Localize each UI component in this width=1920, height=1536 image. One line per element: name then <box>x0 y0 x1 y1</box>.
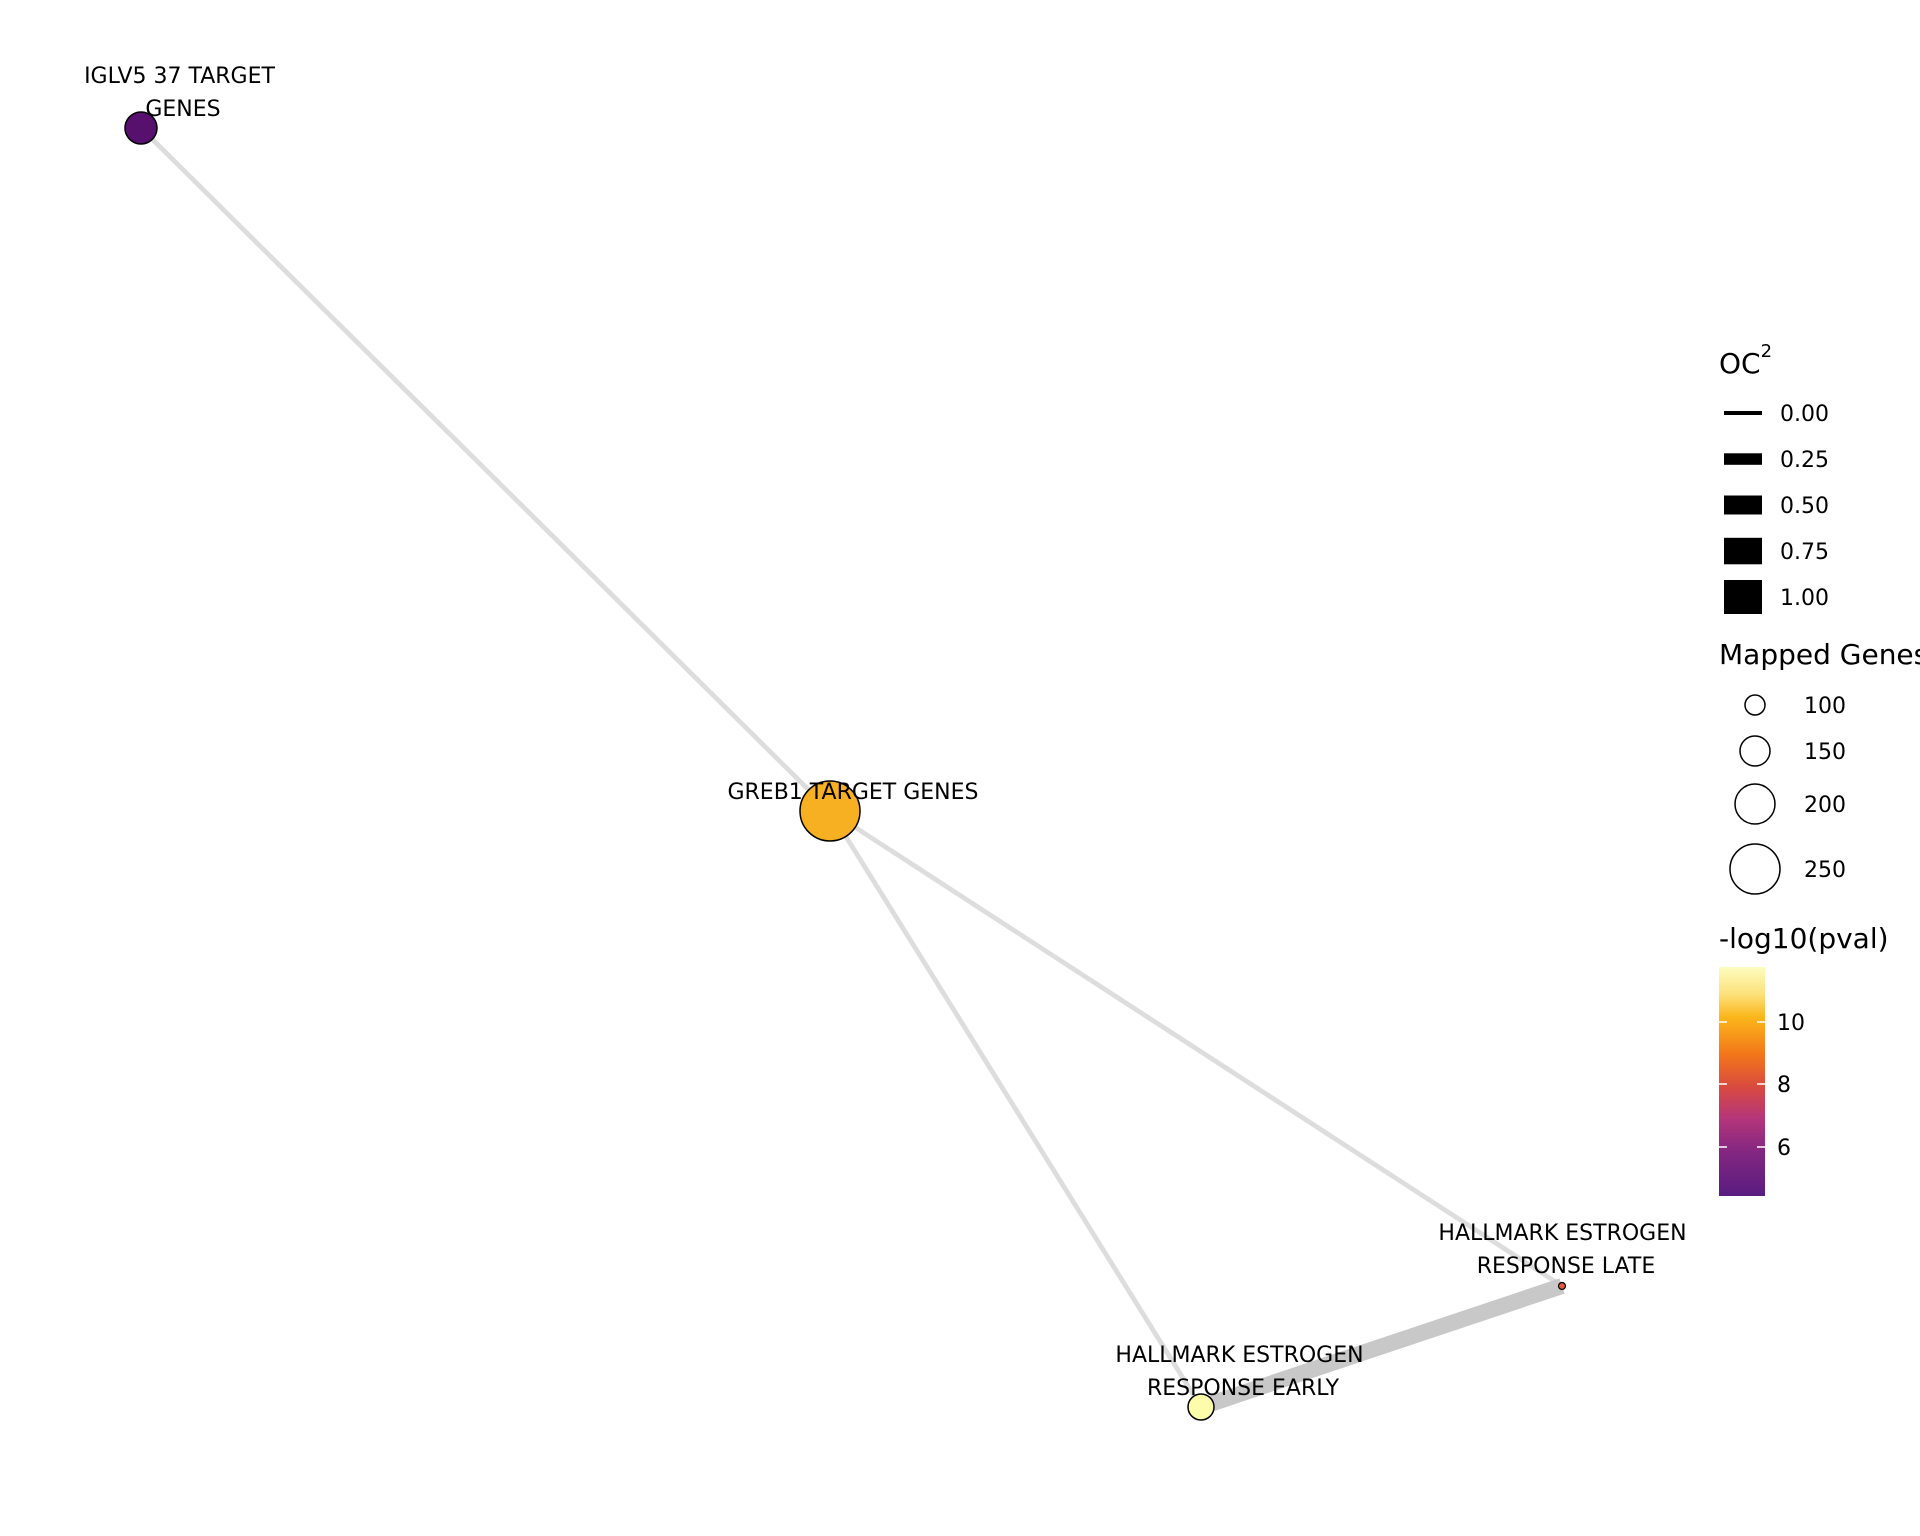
node-late[interactable] <box>1557 1281 1567 1291</box>
colorbar-tick-label: 10 <box>1777 1011 1805 1036</box>
edge-iglv5-greb1 <box>139 126 832 813</box>
edges-layer <box>139 126 1565 1415</box>
node-label-line: RESPONSE EARLY <box>1147 1376 1340 1401</box>
legend-size-label: 250 <box>1804 858 1846 883</box>
legend-edge-width: OC2 0.00 0.25 0.50 0.75 1.00 <box>1719 341 1829 614</box>
node-iglv5[interactable] <box>124 111 158 145</box>
node-label-greb1: GREB1 TARGET GENES <box>727 780 978 805</box>
legend-node-size: Mapped Genes 100 150 200 250 <box>1719 638 1920 895</box>
node-label-line: IGLV5 37 TARGET <box>84 64 275 89</box>
legend-colorbar: -log10(pval) 10 8 6 <box>1719 922 1889 1196</box>
legend-oc2-label: 0.00 <box>1780 402 1829 427</box>
edge-greb1-late <box>828 808 1564 1289</box>
node-label-line: GENES <box>145 97 220 122</box>
node-label-iglv5: IGLV5 37 TARGET GENES <box>84 64 282 122</box>
legend-oc2-label: 1.00 <box>1780 586 1829 611</box>
node-greb1[interactable] <box>799 780 861 842</box>
edge-early-late <box>1198 1278 1565 1415</box>
node-label-line: GREB1 TARGET GENES <box>727 780 978 805</box>
node-early[interactable] <box>1187 1393 1215 1421</box>
legend-size-label: 100 <box>1804 694 1846 719</box>
legend-pval-title: -log10(pval) <box>1719 922 1889 955</box>
colorbar-tick-label: 6 <box>1777 1136 1791 1161</box>
legend-mapped-genes-title: Mapped Genes <box>1719 638 1920 671</box>
colorbar-gradient <box>1719 967 1765 1196</box>
legend-oc2-key-2 <box>1724 495 1762 515</box>
legend-oc2-key-0 <box>1724 411 1762 415</box>
colorbar-tick-label: 8 <box>1777 1073 1791 1098</box>
legend-oc2-key-1 <box>1724 453 1762 465</box>
node-label-early: HALLMARK ESTROGEN RESPONSE EARLY <box>1115 1343 1370 1401</box>
legend-size-label: 200 <box>1804 793 1846 818</box>
legend-size-key-3 <box>1729 843 1781 895</box>
edge-greb1-early <box>827 809 1204 1409</box>
legend-size-key-0 <box>1744 694 1766 716</box>
node-label-late: HALLMARK ESTROGEN RESPONSE LATE <box>1438 1221 1693 1279</box>
node-label-line: RESPONSE LATE <box>1477 1254 1656 1279</box>
node-label-line: HALLMARK ESTROGEN <box>1115 1343 1363 1368</box>
legend-size-key-1 <box>1739 735 1771 767</box>
node-label-line: HALLMARK ESTROGEN <box>1438 1221 1686 1246</box>
nodes-layer <box>124 111 1567 1421</box>
legend-size-label: 150 <box>1804 740 1846 765</box>
labels-layer: IGLV5 37 TARGET GENES GREB1 TARGET GENES… <box>84 64 1693 1401</box>
legend-oc2-title: OC2 <box>1719 341 1772 380</box>
legend-oc2-label: 0.75 <box>1780 540 1829 565</box>
legend-oc2-label: 0.50 <box>1780 494 1829 519</box>
legend-oc2-key-3 <box>1724 537 1762 565</box>
legend-oc2-label: 0.25 <box>1780 448 1829 473</box>
legend-oc2-key-4 <box>1724 580 1762 614</box>
legend-size-key-2 <box>1734 783 1776 825</box>
